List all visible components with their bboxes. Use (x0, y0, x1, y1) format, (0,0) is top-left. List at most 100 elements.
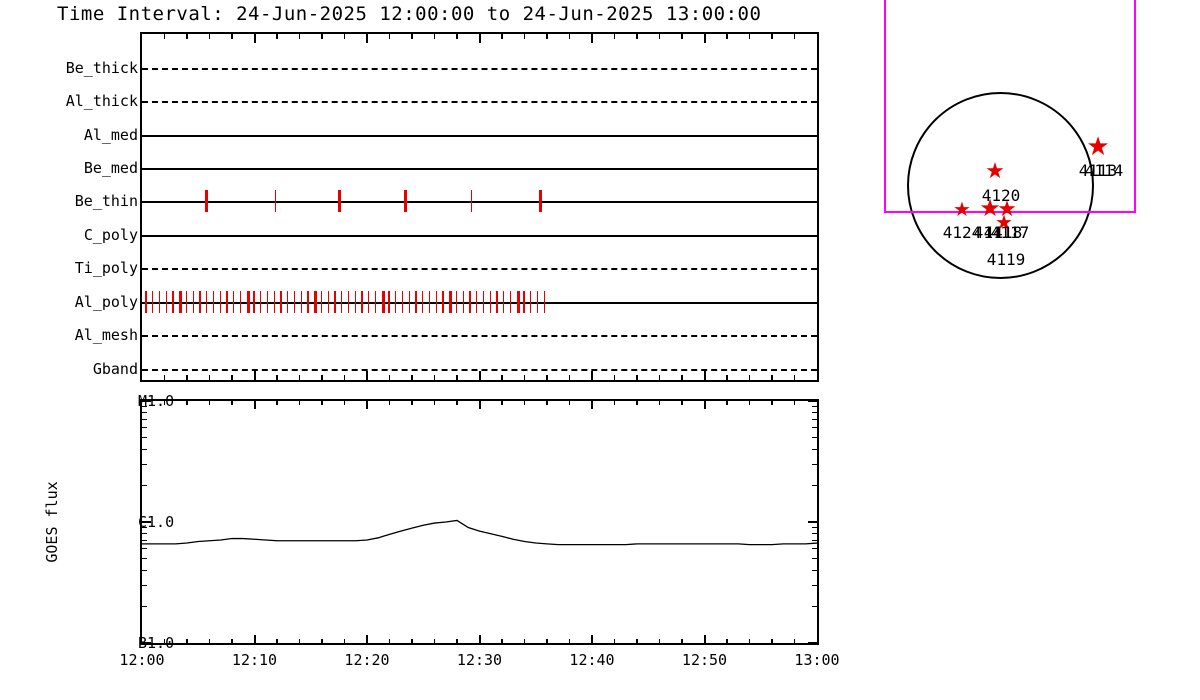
axis-tick (613, 375, 616, 380)
observation-tick (503, 291, 505, 313)
axis-tick (456, 375, 458, 380)
observation-tick (435, 291, 437, 313)
observation-tick (287, 291, 289, 313)
axis-tick (591, 371, 593, 380)
axis-tick (568, 639, 571, 643)
observation-tick (543, 291, 545, 313)
goes-x-tick-1210: 12:10 (231, 651, 278, 669)
observation-tick (327, 291, 329, 313)
axis-tick (343, 375, 346, 380)
axis-tick (812, 463, 817, 465)
axis-tick (253, 371, 256, 380)
axis-tick (658, 639, 661, 643)
axis-tick (208, 639, 211, 643)
axis-tick (703, 401, 706, 409)
axis-tick (748, 639, 751, 643)
active-region-star-4117: ★ (997, 197, 1017, 222)
axis-tick (208, 401, 211, 405)
observation-tick (354, 291, 356, 313)
axis-tick (501, 401, 503, 405)
axis-tick (456, 639, 458, 643)
axis-tick (501, 639, 503, 643)
axis-tick (411, 34, 413, 39)
axis-tick (411, 401, 413, 405)
observation-tick (293, 291, 296, 313)
axis-tick (523, 375, 526, 380)
axis-tick (812, 540, 817, 542)
axis-tick (812, 533, 817, 535)
observation-tick (260, 291, 262, 313)
filter-baseline (142, 68, 817, 70)
filter-baseline (142, 335, 817, 337)
axis-tick (298, 639, 301, 643)
axis-tick (142, 533, 147, 535)
axis-tick (726, 401, 728, 405)
filter-label-c_poly: C_poly (83, 226, 138, 244)
goes-x-tick-1230: 12:30 (456, 651, 503, 669)
observation-tick (152, 291, 154, 313)
observation-tick (470, 190, 472, 212)
axis-tick (812, 448, 817, 450)
observation-tick (361, 291, 363, 313)
axis-tick (456, 401, 458, 405)
axis-tick (142, 419, 147, 421)
observation-tick (455, 291, 458, 313)
filter-baseline (142, 168, 817, 170)
observation-tick (280, 291, 282, 313)
filter-label-al_med: Al_med (83, 126, 138, 144)
axis-tick (231, 639, 233, 643)
axis-tick (681, 375, 683, 380)
axis-tick (681, 639, 683, 643)
axis-tick (523, 639, 526, 643)
axis-tick (546, 375, 548, 380)
axis-tick (186, 639, 188, 643)
axis-tick (142, 605, 147, 608)
active-region-star-4113: ★ (1086, 132, 1110, 162)
observation-tick (536, 291, 539, 313)
axis-tick (636, 375, 638, 380)
field-of-view-box (884, 0, 1136, 213)
axis-tick (298, 375, 301, 380)
axis-tick (343, 34, 346, 39)
axis-tick (812, 419, 817, 421)
axis-tick (636, 401, 638, 405)
axis-tick (478, 34, 481, 43)
observation-tick (539, 190, 543, 212)
axis-tick (142, 412, 147, 414)
flux-line (142, 519, 818, 546)
axis-tick (321, 401, 323, 405)
axis-tick (321, 34, 323, 39)
axis-tick (142, 436, 147, 438)
filter-timeline-panel (140, 32, 819, 382)
axis-tick (808, 642, 817, 644)
filter-baseline (142, 201, 817, 203)
axis-tick (142, 463, 147, 465)
axis-tick (771, 375, 773, 380)
goes-x-tick-1220: 12:20 (344, 651, 390, 669)
observation-tick (442, 291, 444, 313)
observation-tick (523, 291, 525, 313)
axis-tick (703, 635, 706, 643)
axis-tick (748, 401, 751, 405)
axis-tick (433, 639, 436, 643)
axis-tick (681, 401, 683, 405)
observation-tick (337, 190, 341, 212)
axis-tick (208, 375, 211, 380)
axis-tick (771, 401, 773, 405)
axis-tick (613, 639, 616, 643)
axis-tick (546, 401, 548, 405)
observation-tick (388, 291, 390, 313)
observation-tick (165, 291, 167, 313)
axis-tick (748, 375, 751, 380)
axis-tick (748, 34, 751, 39)
observation-tick (516, 291, 520, 313)
filter-label-be_med: Be_med (83, 159, 138, 177)
axis-tick (388, 401, 391, 405)
observation-tick (172, 291, 174, 313)
observation-tick (320, 291, 323, 313)
axis-tick (636, 639, 638, 643)
axis-tick (636, 34, 638, 39)
goes-x-tick-1240: 12:40 (569, 651, 615, 669)
goes-x-tick-1200: 12:00 (119, 651, 165, 669)
